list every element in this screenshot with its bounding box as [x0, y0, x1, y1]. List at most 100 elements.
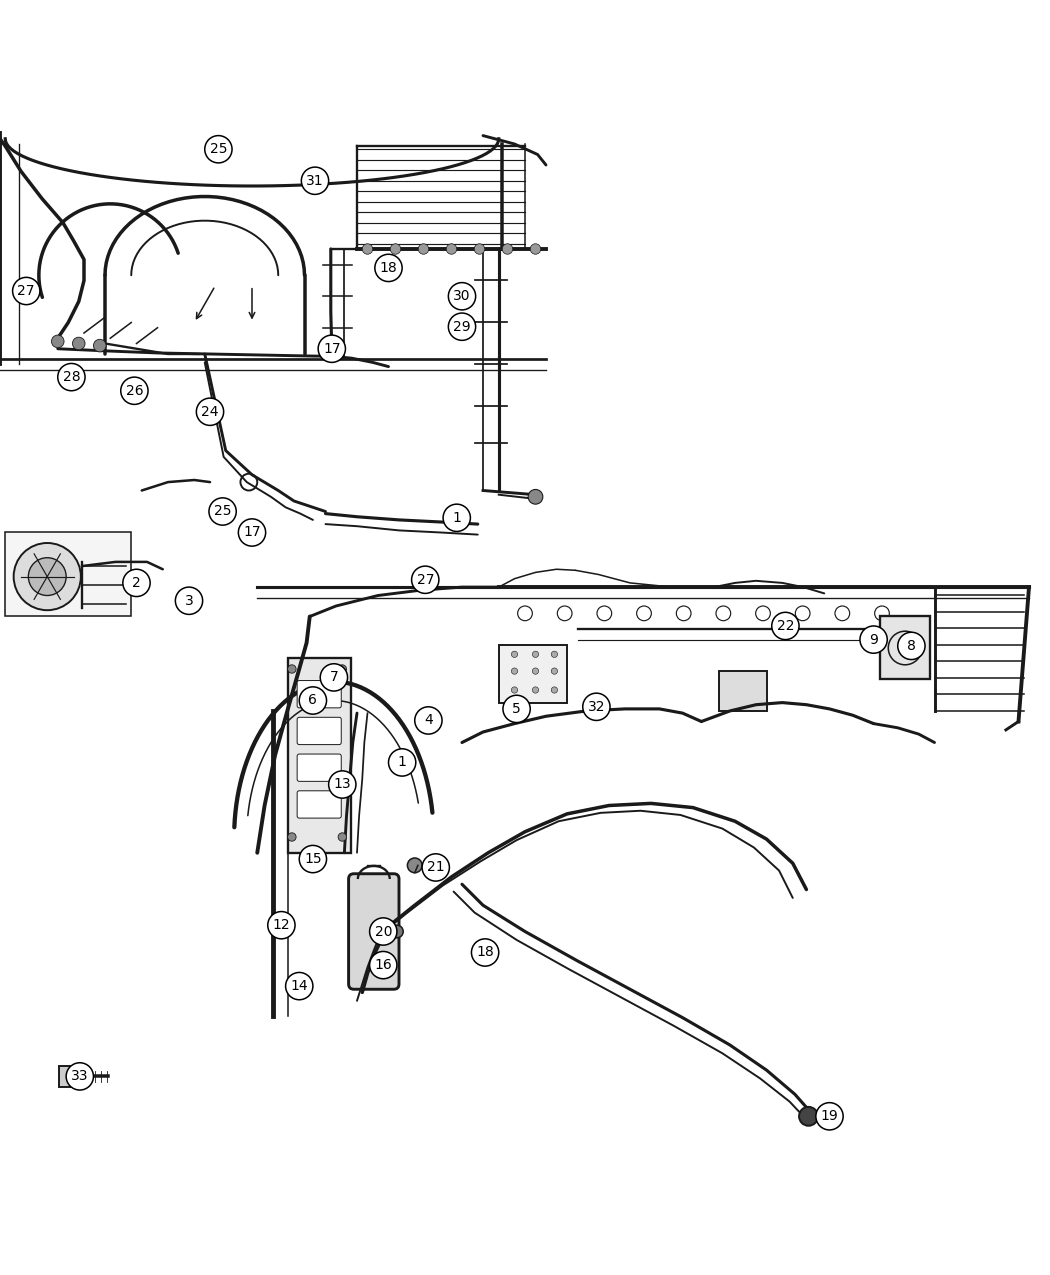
Circle shape — [799, 1107, 818, 1126]
FancyBboxPatch shape — [59, 1066, 71, 1086]
Circle shape — [511, 687, 518, 694]
Circle shape — [597, 606, 612, 621]
FancyBboxPatch shape — [297, 718, 341, 745]
Text: 17: 17 — [244, 525, 260, 539]
Circle shape — [407, 858, 422, 872]
Text: 28: 28 — [63, 370, 80, 384]
Circle shape — [502, 244, 512, 254]
Circle shape — [530, 244, 541, 254]
Circle shape — [301, 167, 329, 194]
Circle shape — [121, 377, 148, 404]
Circle shape — [28, 557, 66, 595]
Circle shape — [362, 244, 373, 254]
Circle shape — [475, 244, 485, 254]
Circle shape — [448, 314, 476, 340]
Circle shape — [583, 694, 610, 720]
Text: 5: 5 — [512, 703, 521, 715]
Circle shape — [756, 606, 771, 621]
Circle shape — [375, 254, 402, 282]
Circle shape — [795, 606, 810, 621]
Circle shape — [93, 339, 106, 352]
Text: 25: 25 — [210, 143, 227, 157]
Text: 6: 6 — [309, 694, 317, 708]
Circle shape — [370, 951, 397, 979]
Text: 16: 16 — [375, 958, 392, 972]
Text: 1: 1 — [398, 756, 406, 769]
Circle shape — [551, 668, 558, 674]
FancyBboxPatch shape — [297, 754, 341, 782]
Text: 18: 18 — [477, 946, 493, 960]
Circle shape — [288, 833, 296, 842]
Circle shape — [238, 519, 266, 546]
Circle shape — [551, 687, 558, 694]
Circle shape — [391, 244, 401, 254]
FancyBboxPatch shape — [719, 671, 766, 711]
Circle shape — [422, 854, 449, 881]
Circle shape — [518, 606, 532, 621]
Circle shape — [412, 566, 439, 593]
Circle shape — [175, 586, 203, 615]
Circle shape — [58, 363, 85, 390]
FancyBboxPatch shape — [499, 645, 567, 703]
Circle shape — [511, 668, 518, 674]
Circle shape — [51, 335, 64, 348]
Circle shape — [898, 632, 925, 659]
Circle shape — [835, 606, 849, 621]
Text: 32: 32 — [588, 700, 605, 714]
Text: 2: 2 — [132, 576, 141, 590]
Text: 4: 4 — [424, 714, 433, 728]
Circle shape — [772, 612, 799, 640]
Circle shape — [503, 695, 530, 723]
FancyBboxPatch shape — [880, 617, 930, 680]
Text: 9: 9 — [869, 632, 878, 646]
Text: 14: 14 — [291, 979, 308, 993]
Circle shape — [268, 912, 295, 938]
FancyBboxPatch shape — [297, 681, 341, 708]
Circle shape — [196, 398, 224, 426]
FancyBboxPatch shape — [297, 790, 341, 819]
Text: 22: 22 — [777, 618, 794, 632]
Circle shape — [471, 938, 499, 966]
Text: 15: 15 — [304, 852, 321, 866]
Circle shape — [532, 668, 539, 674]
FancyBboxPatch shape — [5, 533, 131, 617]
Circle shape — [443, 504, 470, 532]
Circle shape — [511, 652, 518, 658]
Text: 29: 29 — [454, 320, 470, 334]
Circle shape — [13, 278, 40, 305]
FancyBboxPatch shape — [288, 658, 351, 853]
Circle shape — [816, 1103, 843, 1130]
Circle shape — [528, 490, 543, 504]
Text: 19: 19 — [821, 1109, 838, 1123]
Circle shape — [72, 337, 85, 349]
Circle shape — [418, 244, 428, 254]
Circle shape — [14, 543, 81, 611]
Text: 31: 31 — [307, 173, 323, 187]
Circle shape — [388, 748, 416, 776]
Circle shape — [446, 244, 457, 254]
Circle shape — [551, 652, 558, 658]
Circle shape — [415, 706, 442, 734]
Circle shape — [288, 664, 296, 673]
Circle shape — [676, 606, 691, 621]
Circle shape — [329, 771, 356, 798]
Circle shape — [532, 652, 539, 658]
Text: 1: 1 — [453, 511, 461, 525]
Text: 8: 8 — [907, 639, 916, 653]
Text: 26: 26 — [126, 384, 143, 398]
Circle shape — [338, 664, 347, 673]
Circle shape — [205, 135, 232, 163]
Text: 18: 18 — [380, 261, 397, 275]
Text: 12: 12 — [273, 918, 290, 932]
Circle shape — [318, 335, 345, 362]
Circle shape — [66, 1063, 93, 1090]
Circle shape — [716, 606, 731, 621]
Circle shape — [299, 845, 327, 872]
Text: 3: 3 — [185, 594, 193, 608]
Text: 17: 17 — [323, 342, 340, 356]
Text: 7: 7 — [330, 671, 338, 685]
Circle shape — [320, 664, 348, 691]
Circle shape — [370, 918, 397, 945]
Circle shape — [123, 569, 150, 597]
Text: 13: 13 — [334, 778, 351, 792]
